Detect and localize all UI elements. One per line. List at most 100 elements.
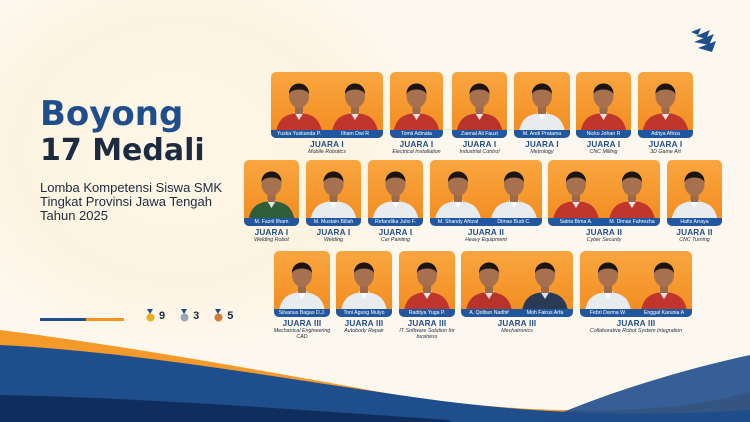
award-caption: JUARA I Welding Robot: [238, 228, 305, 243]
name-bar: [306, 218, 361, 226]
award-category: Mechanical Engineering CAD: [273, 328, 331, 340]
award-rank: JUARA II: [467, 228, 505, 237]
silver-medal-icon: [179, 309, 190, 322]
headline-line-1: Boyong: [40, 94, 184, 134]
student-name: Toni Agung Mulyo: [343, 310, 385, 316]
student-photo: [247, 171, 296, 226]
name-bar: [548, 218, 660, 226]
student-photo: [518, 83, 566, 138]
name-bar: [667, 218, 722, 226]
award-category: Welding: [323, 237, 344, 243]
name-bar: [336, 309, 392, 317]
student-name: Dimas Budi C.: [497, 219, 531, 225]
award-category: Autobody Repair: [344, 328, 384, 334]
award-category: Car Painting: [380, 237, 411, 243]
award-caption: JUARA III Autobody Repair: [330, 319, 398, 334]
award-category: Industrial Control: [459, 149, 500, 155]
award-caption: JUARA III Collaborative Robot System Inte…: [574, 319, 698, 334]
winner-card: Satria Bima A. M. Dimas Fahrezha: [548, 160, 660, 226]
award-rank: JUARA III: [616, 319, 656, 328]
gold-medal-icon: [145, 309, 156, 322]
award-category: Electrical Installation: [392, 149, 441, 155]
winner-card: M. Fazril Ilham: [244, 160, 299, 226]
award-rank: JUARA III: [282, 319, 322, 328]
winner-card: M. Mustain Billah: [306, 160, 361, 226]
winner-card: Raditya Yuga P.: [399, 251, 455, 317]
subtitle-line: Tingkat Provinsi Jawa Tengah: [40, 194, 212, 209]
subtitle: Lomba Kompetensi Siswa SMK Tingkat Provi…: [40, 181, 250, 223]
award-rank: JUARA II: [585, 228, 623, 237]
subtitle-line: Lomba Kompetensi Siswa SMK: [40, 180, 223, 195]
student-name: Yuska Yuskanda P.: [277, 131, 321, 137]
winner-card: Tomii Adinata: [390, 72, 443, 138]
award-rank: JUARA III: [407, 319, 447, 328]
student-name: Hafis Arraya: [680, 219, 709, 225]
student-photo: [584, 262, 632, 317]
award-caption: JUARA I Metrology: [508, 140, 576, 155]
award-caption: JUARA I Welding: [300, 228, 367, 243]
student-name: Ilham Dwi R: [341, 131, 369, 137]
student-name: M. Dimas Fahrezha: [609, 219, 655, 225]
award-category: Heavy Equipment: [465, 237, 507, 243]
award-category: Mobile Robotics: [308, 149, 346, 155]
silver-count: 3: [193, 309, 200, 322]
award-caption: JUARA I Car Painting: [362, 228, 429, 243]
bronze-medal-icon: [213, 309, 224, 322]
award-caption: JUARA II Cyber Security: [542, 228, 666, 243]
student-photo: [331, 83, 379, 138]
silver-tally: 3: [179, 309, 199, 322]
award-category: CNC Turning: [679, 237, 710, 243]
student-name: Aditya Afriza: [651, 131, 680, 137]
student-name: Raditya Yuga P.: [408, 310, 446, 316]
award-caption: JUARA II CNC Turning: [661, 228, 728, 243]
name-bar: [368, 218, 423, 226]
award-category: Cyber Security: [586, 237, 622, 243]
name-bar: [514, 130, 570, 138]
student-photo: [434, 171, 482, 226]
student-photo: [521, 262, 569, 317]
winner-card: Yuska Yuskanda P. Ilham Dwi R: [271, 72, 383, 138]
bronze-tally: 5: [213, 309, 233, 322]
student-photo: [640, 262, 688, 317]
student-photo: [579, 83, 628, 138]
award-category: Metrology: [530, 149, 554, 155]
school-logo-icon: [691, 28, 716, 52]
student-photo: [608, 171, 656, 226]
student-photo: [371, 171, 420, 226]
winner-card: Nicko Johan R: [576, 72, 631, 138]
winner-card: Silvanus Bagas D.J.: [274, 251, 330, 317]
student-name: Nicko Johan R: [586, 131, 621, 137]
name-bar: [390, 130, 443, 138]
student-photo: [340, 262, 388, 317]
award-caption: JUARA III Mechanical Engineering CAD: [268, 319, 336, 340]
medal-tally: 9 3 5: [145, 309, 233, 322]
student-name: Refandika Julio F.: [375, 219, 416, 225]
award-rank: JUARA I: [525, 140, 559, 149]
award-category: Collaborative Robot System Integration: [589, 328, 683, 334]
award-rank: JUARA I: [254, 228, 289, 237]
student-photo: [392, 83, 441, 138]
headline-line-2: 17 Medali: [40, 133, 205, 168]
award-caption: JUARA III Mechatronics: [455, 319, 579, 334]
name-bar: [244, 218, 299, 226]
name-bar: [580, 309, 692, 317]
award-category: 3D Game Art: [650, 149, 681, 155]
student-photo: [490, 171, 538, 226]
award-rank: JUARA I: [462, 140, 497, 149]
student-name: Enggal Karunia A: [643, 310, 685, 316]
student-photo: [278, 262, 326, 317]
bronze-count: 5: [227, 309, 234, 322]
student-photo: [670, 171, 719, 226]
award-rank: JUARA I: [316, 228, 351, 237]
name-bar: [430, 218, 542, 226]
award-caption: JUARA II Heavy Equipment: [424, 228, 548, 243]
winner-card: Aditya Afriza: [638, 72, 693, 138]
award-caption: JUARA I CNC Milling: [570, 140, 637, 155]
winner-card: Hafis Arraya: [667, 160, 722, 226]
student-name: Zaenal Ali Fauzi: [461, 131, 498, 137]
name-bar: [638, 130, 693, 138]
award-rank: JUARA III: [497, 319, 537, 328]
subtitle-line: Tahun 2025: [40, 208, 108, 223]
winner-card: Zaenal Ali Fauzi: [452, 72, 507, 138]
student-name: Silvanus Bagas D.J.: [278, 310, 326, 316]
